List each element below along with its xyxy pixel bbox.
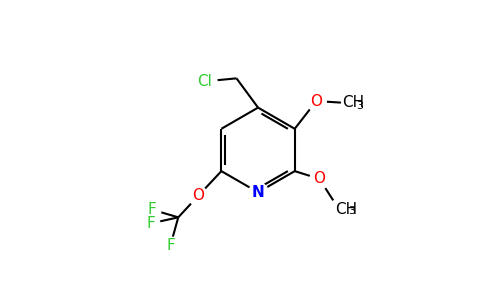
- Text: 3: 3: [356, 101, 363, 111]
- Text: N: N: [252, 185, 264, 200]
- Text: CH: CH: [335, 202, 357, 217]
- Text: O: O: [313, 171, 325, 186]
- Text: O: O: [192, 188, 204, 203]
- Text: O: O: [310, 94, 322, 109]
- Text: CH: CH: [343, 95, 364, 110]
- Text: F: F: [166, 238, 175, 253]
- Text: F: F: [148, 202, 156, 217]
- Text: F: F: [146, 216, 155, 231]
- Text: 3: 3: [348, 206, 356, 216]
- Text: Cl: Cl: [197, 74, 212, 89]
